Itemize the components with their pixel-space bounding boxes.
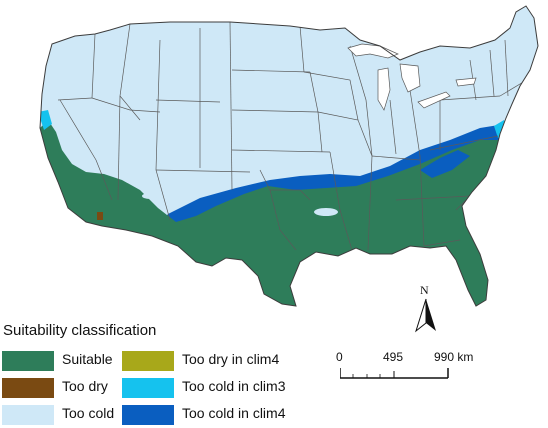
- lake-ontario: [455, 77, 477, 87]
- legend-label-too-cold: Too cold: [62, 405, 115, 421]
- lake-huron: [399, 63, 421, 93]
- legend-label-suitable: Suitable: [62, 351, 113, 367]
- scale-label-990: 990 km: [434, 350, 474, 364]
- legend-label-too-dry-clim4: Too dry in clim4: [182, 351, 280, 367]
- scale-bar-graphic: [340, 368, 449, 379]
- legend-title: Suitability classification: [3, 322, 157, 339]
- north-arrow-icon: [415, 298, 436, 333]
- lake-michigan: [377, 67, 391, 111]
- legend-label-too-cold-clim4: Too cold in clim4: [182, 405, 286, 421]
- great-lakes: [347, 43, 477, 111]
- scale-label-0: 0: [336, 350, 343, 364]
- state-borders: [57, 21, 531, 251]
- scale-label-495: 495: [383, 350, 404, 364]
- lake-erie: [417, 91, 451, 109]
- legend-label-too-cold-clim3: Too cold in clim3: [182, 378, 286, 394]
- swatch-too-cold-clim4: [122, 405, 174, 425]
- scale-bar: 0 495 990 km: [336, 350, 496, 386]
- swatch-too-cold: [2, 405, 54, 425]
- too-cold-clim3-patch-ca: [40, 110, 52, 130]
- swatch-too-dry-clim4: [122, 351, 174, 371]
- plains-gap: [314, 208, 338, 216]
- arizona-gap: [142, 193, 158, 199]
- lake-superior: [347, 43, 399, 59]
- too-cold-clim3-patch-appalachian: [420, 150, 470, 178]
- legend: Suitability classification Suitable Too …: [0, 318, 330, 428]
- legend-label-too-dry: Too dry: [62, 378, 108, 394]
- north-arrow: N: [414, 283, 438, 333]
- swatch-suitable: [2, 351, 54, 371]
- swatch-too-dry: [2, 378, 54, 398]
- north-label: N: [420, 283, 429, 297]
- too-dry-patch: [97, 212, 103, 220]
- swatch-too-cold-clim3: [122, 378, 174, 398]
